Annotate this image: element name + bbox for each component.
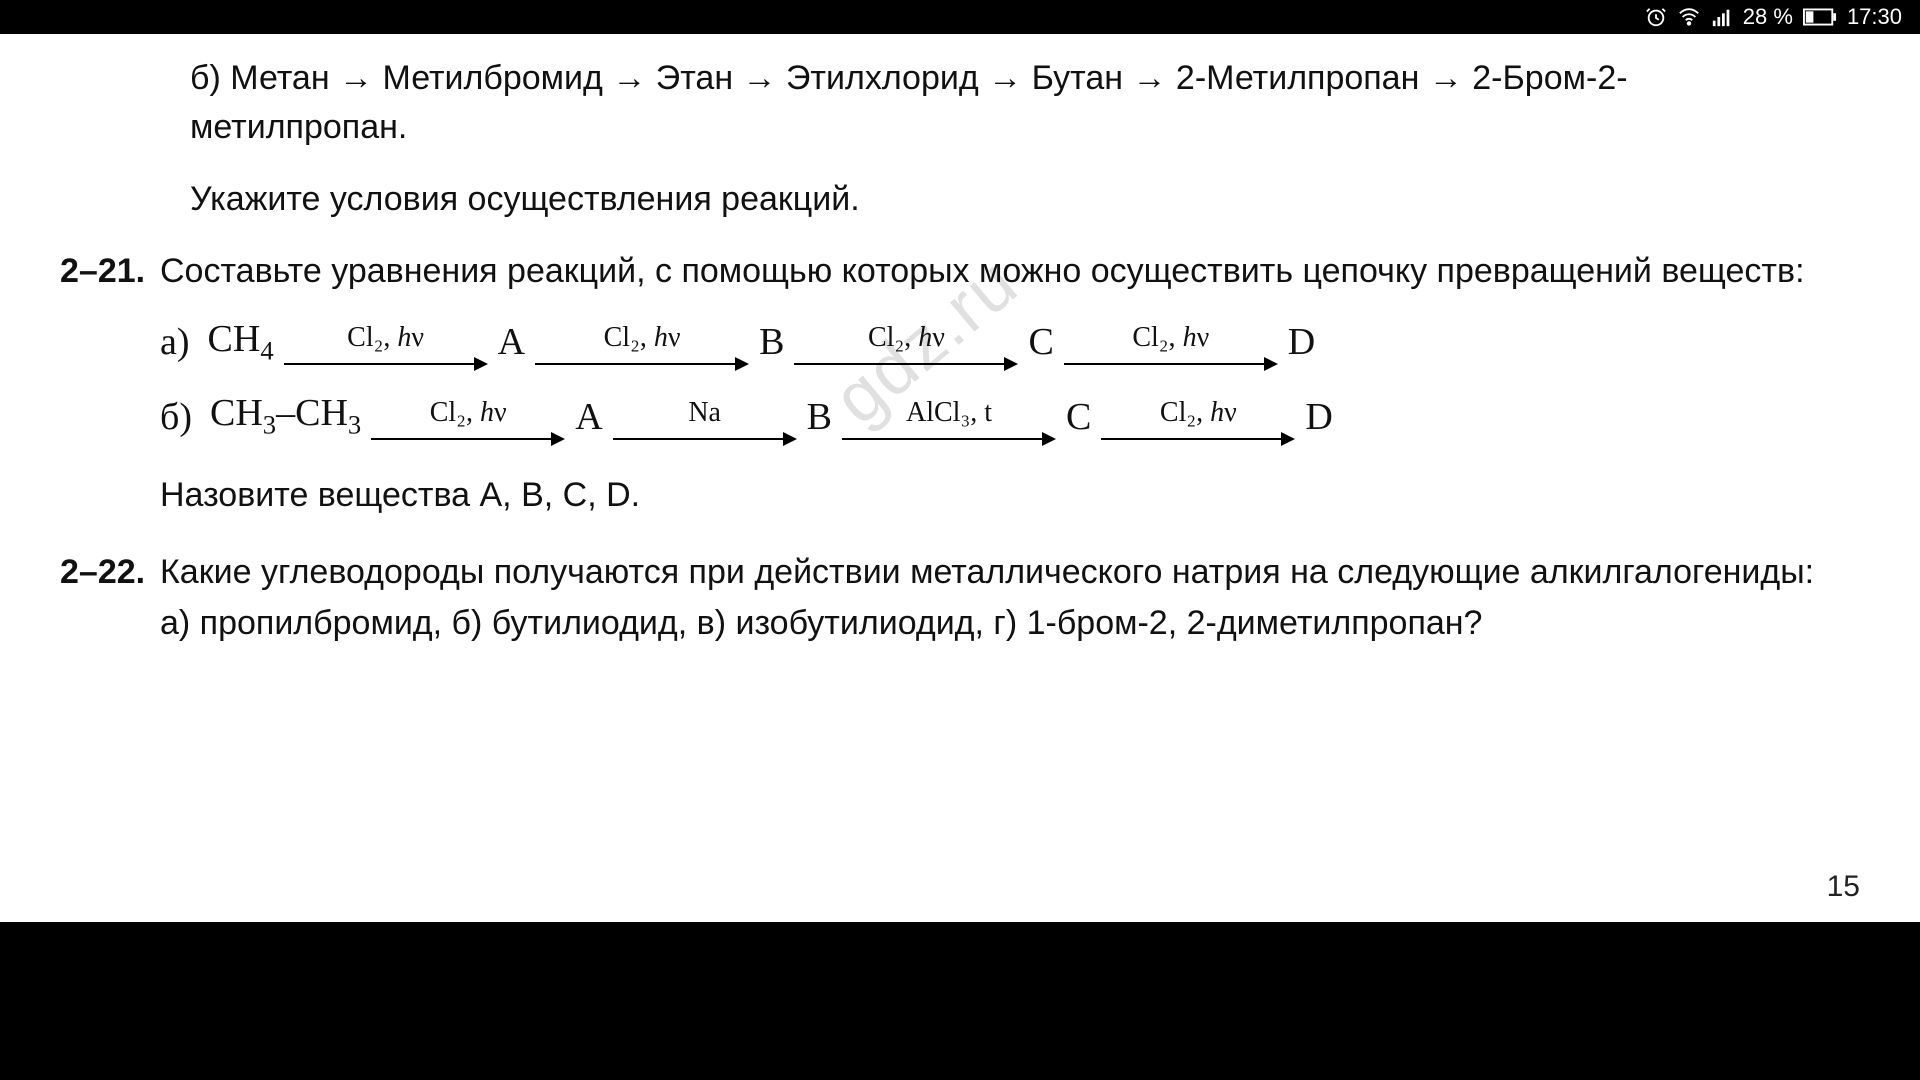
reaction-arrow: AlCl₃, t bbox=[842, 392, 1056, 446]
item-b-prefix: б) bbox=[190, 59, 230, 97]
problem-number: 2–21. bbox=[40, 246, 160, 521]
chemical-species: C bbox=[1062, 389, 1095, 446]
problem-2-21-text: Составьте уравнения реакций, с помощью к… bbox=[160, 246, 1840, 297]
problem-2-21: 2–21. Составьте уравнения реакций, с пом… bbox=[40, 246, 1880, 521]
chemical-species: B bbox=[755, 314, 788, 371]
chemical-species: A bbox=[494, 314, 529, 371]
chain-a-row: а) CH4 Cl₂, hν A Cl₂, hν B Cl₂, hν C Cl₂, hν D bbox=[160, 311, 1840, 371]
item-b-chain-text: Метан → Метилбромид → Этан → Этилхлорид … bbox=[190, 59, 1628, 146]
reaction-arrow: Cl₂, hν bbox=[1101, 392, 1295, 446]
problem-2-22-text: Какие углеводороды получаются при действ… bbox=[160, 547, 1880, 649]
chemical-species: C bbox=[1024, 314, 1057, 371]
chemical-species: D bbox=[1284, 314, 1319, 371]
reaction-condition: Na bbox=[688, 392, 721, 434]
wifi-icon bbox=[1677, 6, 1701, 28]
chemical-species: CH4 bbox=[204, 311, 278, 371]
document-body: б) Метан → Метилбромид → Этан → Этилхлор… bbox=[0, 34, 1920, 649]
signal-icon bbox=[1711, 6, 1733, 28]
reaction-arrow: Cl₂, hν bbox=[284, 317, 488, 371]
chain-label: б) bbox=[160, 389, 192, 446]
chemical-species: B bbox=[803, 389, 836, 446]
item-b-chain: б) Метан → Метилбромид → Этан → Этилхлор… bbox=[40, 54, 1880, 153]
reaction-arrow: Cl₂, hν bbox=[371, 392, 565, 446]
battery-percent: 28 % bbox=[1743, 4, 1793, 30]
instruction-conditions: Укажите условия осуществления реакций. bbox=[40, 175, 1880, 224]
reaction-condition: Cl₂, hν bbox=[347, 317, 424, 359]
chemical-species: CH3–CH3 bbox=[206, 385, 365, 445]
page-number: 15 bbox=[1827, 870, 1860, 904]
reaction-arrow: Cl₂, hν bbox=[535, 317, 749, 371]
reaction-condition: Cl₂, hν bbox=[1132, 317, 1209, 359]
clock-text: 17:30 bbox=[1847, 4, 1902, 30]
bottom-black-bar bbox=[0, 922, 1920, 1080]
battery-icon bbox=[1803, 8, 1837, 26]
problem-2-21-tail: Назовите вещества A, B, C, D. bbox=[160, 470, 1840, 521]
reaction-condition: Cl₂, hν bbox=[1160, 392, 1237, 434]
reaction-condition: Cl₂, hν bbox=[868, 317, 945, 359]
reaction-condition: Cl₂, hν bbox=[604, 317, 681, 359]
reaction-arrow: Cl₂, hν bbox=[794, 317, 1018, 371]
chemical-species: A bbox=[571, 389, 606, 446]
chain-label: а) bbox=[160, 314, 190, 371]
reaction-condition: AlCl₃, t bbox=[906, 392, 992, 434]
status-bar: 28 % 17:30 bbox=[0, 0, 1920, 34]
reaction-arrow: Cl₂, hν bbox=[1064, 317, 1278, 371]
reaction-arrow: Na bbox=[613, 392, 797, 446]
chemical-species: D bbox=[1301, 389, 1336, 446]
problem-2-22: 2–22. Какие углеводороды получаются при … bbox=[40, 547, 1880, 649]
alarm-icon bbox=[1645, 6, 1667, 28]
chain-b-row: б) CH3–CH3 Cl₂, hν A Na B AlCl₃, t C Cl₂, hν D bbox=[160, 385, 1840, 445]
problem-number: 2–22. bbox=[40, 547, 160, 649]
reaction-condition: Cl₂, hν bbox=[430, 392, 507, 434]
